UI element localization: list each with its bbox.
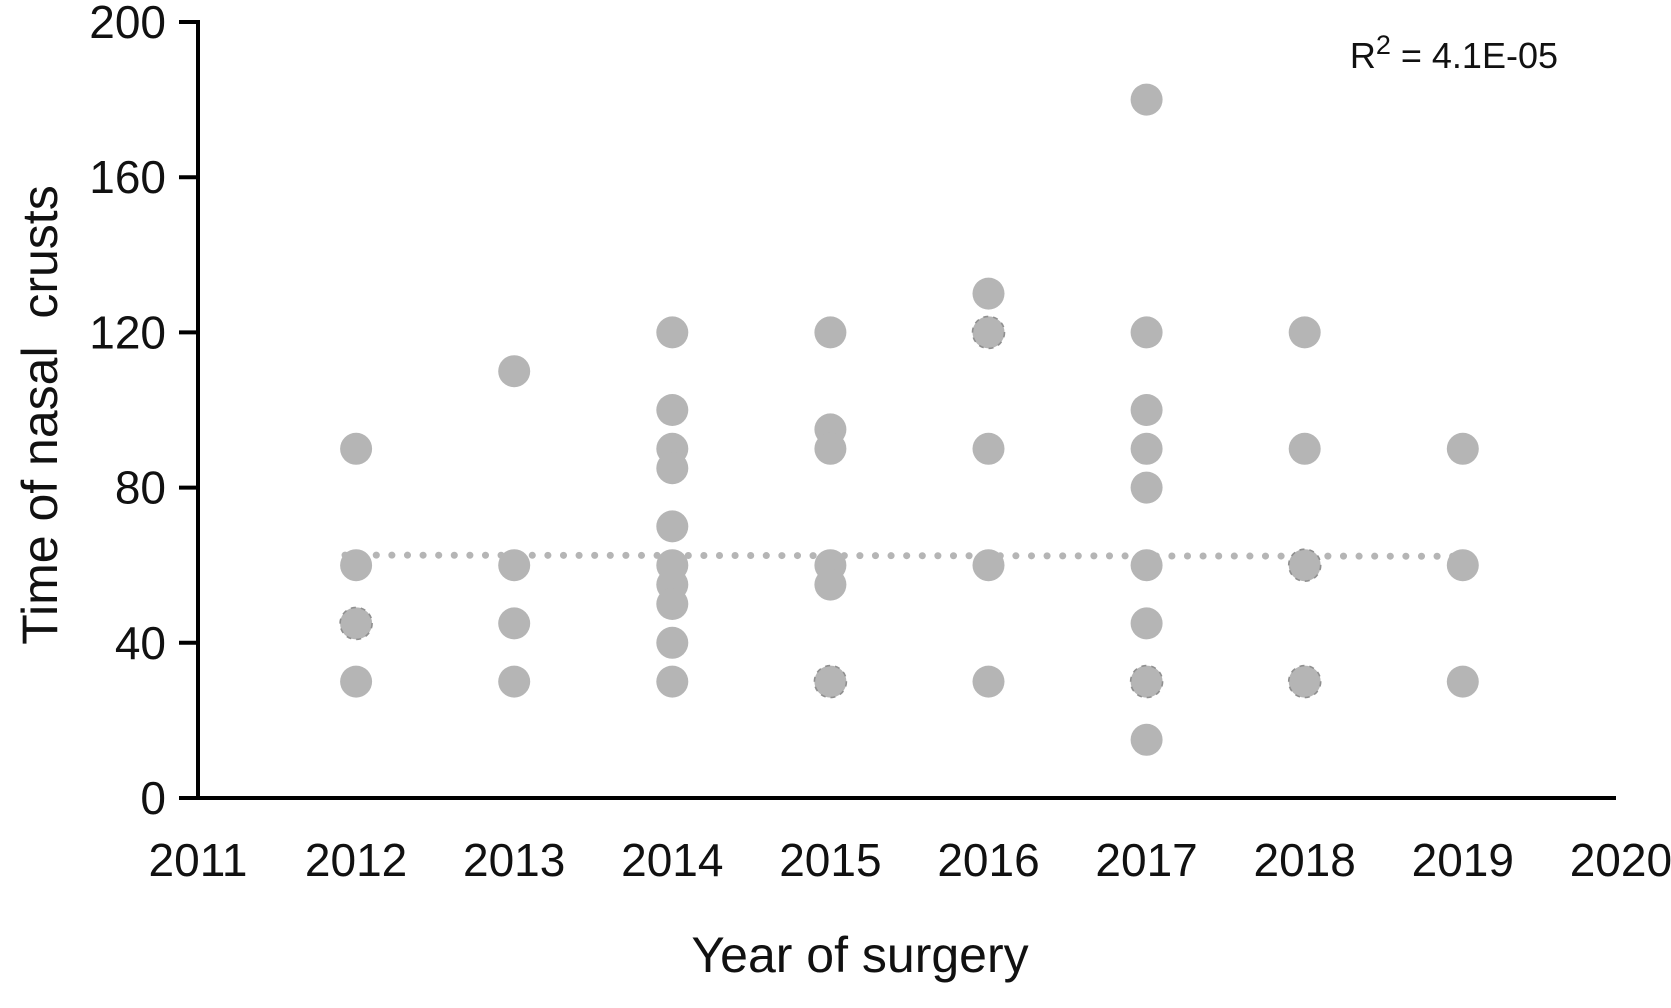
x-tick-label: 2017 xyxy=(1095,834,1197,886)
data-points-layer xyxy=(339,83,1479,756)
x-tick-label: 2011 xyxy=(149,834,248,886)
data-point xyxy=(656,316,689,349)
data-point xyxy=(340,432,373,465)
data-point xyxy=(972,665,1005,698)
y-tick-label: 40 xyxy=(115,617,166,669)
data-point xyxy=(656,665,689,698)
data-point xyxy=(1446,432,1479,465)
x-tick-label: 2020 xyxy=(1570,834,1671,886)
r2-value: = 4.1E-05 xyxy=(1391,35,1558,76)
y-tick-label: 160 xyxy=(89,151,166,203)
x-axis-title: Year of surgery xyxy=(691,927,1028,983)
data-point xyxy=(656,626,689,659)
data-point xyxy=(498,665,531,698)
data-point xyxy=(1287,664,1322,699)
data-point xyxy=(1129,664,1164,699)
data-point xyxy=(1287,548,1322,583)
data-point xyxy=(1130,607,1163,640)
data-point xyxy=(1130,316,1163,349)
data-point xyxy=(1130,432,1163,465)
y-axis-title: Time of nasal crusts xyxy=(12,185,68,644)
data-point xyxy=(1130,394,1163,426)
r2-superscript: 2 xyxy=(1376,30,1391,60)
data-point xyxy=(1288,432,1321,465)
data-point xyxy=(814,568,847,601)
r-squared-annotation: R2 = 4.1E-05 xyxy=(1350,30,1558,76)
y-tick-label: 120 xyxy=(89,306,166,358)
data-point xyxy=(1446,665,1479,698)
tick-labels-layer: 0 40 80 120 160 200 2011 2012 2013 2014 2015 2016 20… xyxy=(89,0,1671,886)
data-point xyxy=(972,277,1005,310)
axes-layer xyxy=(179,20,1616,800)
data-point xyxy=(814,432,847,465)
data-point xyxy=(814,316,847,349)
x-tick-label: 2015 xyxy=(779,834,881,886)
data-point xyxy=(972,549,1005,582)
data-point xyxy=(1130,83,1163,116)
x-tick-label: 2016 xyxy=(937,834,1039,886)
data-point xyxy=(340,549,373,582)
trendline-layer xyxy=(341,551,1470,560)
data-point xyxy=(1130,471,1163,504)
data-point xyxy=(656,510,689,543)
data-point xyxy=(656,452,689,485)
y-tick-label: 200 xyxy=(89,0,166,48)
data-point xyxy=(1130,549,1163,582)
data-point xyxy=(972,432,1005,465)
x-tick-label: 2013 xyxy=(463,834,565,886)
data-point xyxy=(498,355,531,388)
data-point xyxy=(340,665,373,698)
data-point xyxy=(498,549,531,582)
x-tick-label: 2018 xyxy=(1254,834,1356,886)
data-point xyxy=(1446,549,1479,582)
data-point xyxy=(498,607,531,640)
data-point xyxy=(656,588,689,620)
data-point xyxy=(1288,316,1321,349)
x-tick-label: 2014 xyxy=(621,834,723,886)
trendline xyxy=(341,551,1470,560)
data-point xyxy=(1130,723,1163,756)
x-tick-label: 2012 xyxy=(305,834,407,886)
data-point xyxy=(971,315,1006,350)
y-tick-label: 0 xyxy=(140,772,166,824)
data-point xyxy=(339,606,373,641)
data-point xyxy=(656,394,689,426)
r2-base: R xyxy=(1350,35,1376,76)
data-point xyxy=(813,664,848,699)
y-tick-label: 80 xyxy=(115,462,166,514)
x-tick-label: 2019 xyxy=(1412,834,1514,886)
